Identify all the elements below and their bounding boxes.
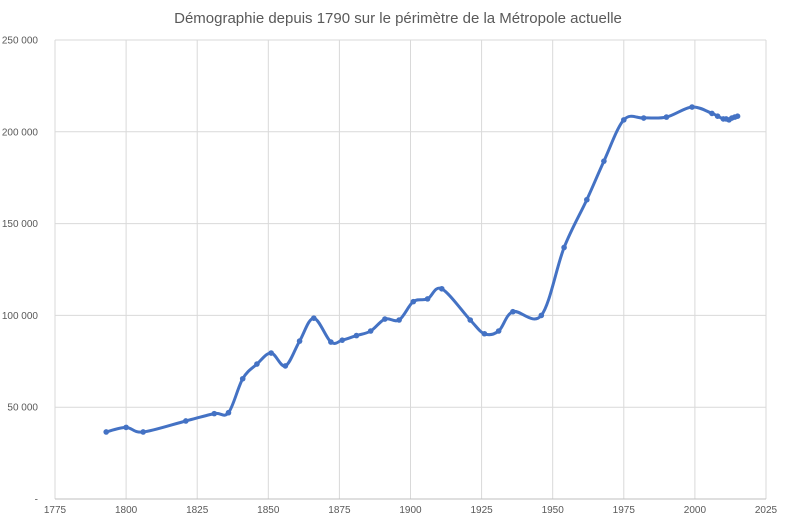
data-point [282, 363, 289, 369]
y-tick-label: 250 000 [2, 36, 39, 47]
data-point [296, 338, 303, 344]
data-point [339, 337, 346, 343]
data-point [689, 104, 695, 110]
data-point [254, 361, 260, 367]
data-point [140, 429, 146, 435]
x-tick-label: 1950 [542, 505, 565, 516]
x-tick-label: 1900 [399, 505, 422, 516]
data-point [601, 158, 607, 164]
data-point [561, 244, 567, 251]
y-tick-label: 50 000 [7, 403, 38, 414]
x-tick-label: 1800 [115, 505, 138, 516]
data-point [467, 317, 474, 323]
data-point [663, 114, 670, 120]
data-point [714, 113, 721, 119]
x-tick-label: 1825 [186, 505, 209, 516]
chart-title: Démographie depuis 1790 sur le périmètre… [174, 10, 622, 27]
y-tick-label: 150 000 [2, 219, 39, 230]
data-point [183, 418, 189, 424]
data-point [424, 296, 431, 302]
x-tick-label: 2025 [755, 505, 778, 516]
x-tick-label: 1975 [613, 505, 636, 516]
data-point [709, 110, 715, 117]
data-point [734, 113, 741, 119]
data-point [584, 196, 590, 203]
data-point [123, 424, 129, 431]
data-point [640, 115, 647, 121]
series-line [104, 105, 740, 434]
data-point [438, 285, 445, 292]
tick-labels: 1775 1800 1825 1850 1875 1900 1925 1950 1975 2000… [2, 36, 778, 517]
data-point [239, 375, 246, 382]
data-point [495, 328, 502, 334]
data-point [481, 330, 488, 337]
x-tick-label: 2000 [684, 505, 707, 516]
x-tick-label: 1875 [328, 505, 351, 516]
y-tick-label: - [35, 495, 38, 506]
data-point [328, 339, 334, 345]
data-point [396, 317, 402, 323]
x-tick-label: 1775 [44, 505, 67, 516]
data-point [367, 328, 374, 334]
data-point [353, 332, 360, 339]
series [103, 104, 741, 435]
data-point [103, 429, 109, 435]
y-tick-label: 200 000 [2, 127, 39, 138]
data-point [382, 316, 388, 322]
data-point [211, 410, 218, 417]
grid [54, 39, 767, 500]
data-point [621, 117, 627, 123]
data-point [538, 312, 545, 319]
data-point [410, 298, 417, 305]
data-point [225, 409, 232, 416]
y-tick-label: 100 000 [2, 311, 39, 322]
data-point [268, 350, 274, 356]
x-tick-label: 1925 [470, 505, 493, 516]
data-point [510, 308, 516, 315]
data-point [311, 315, 317, 321]
x-tick-label: 1850 [257, 505, 280, 516]
